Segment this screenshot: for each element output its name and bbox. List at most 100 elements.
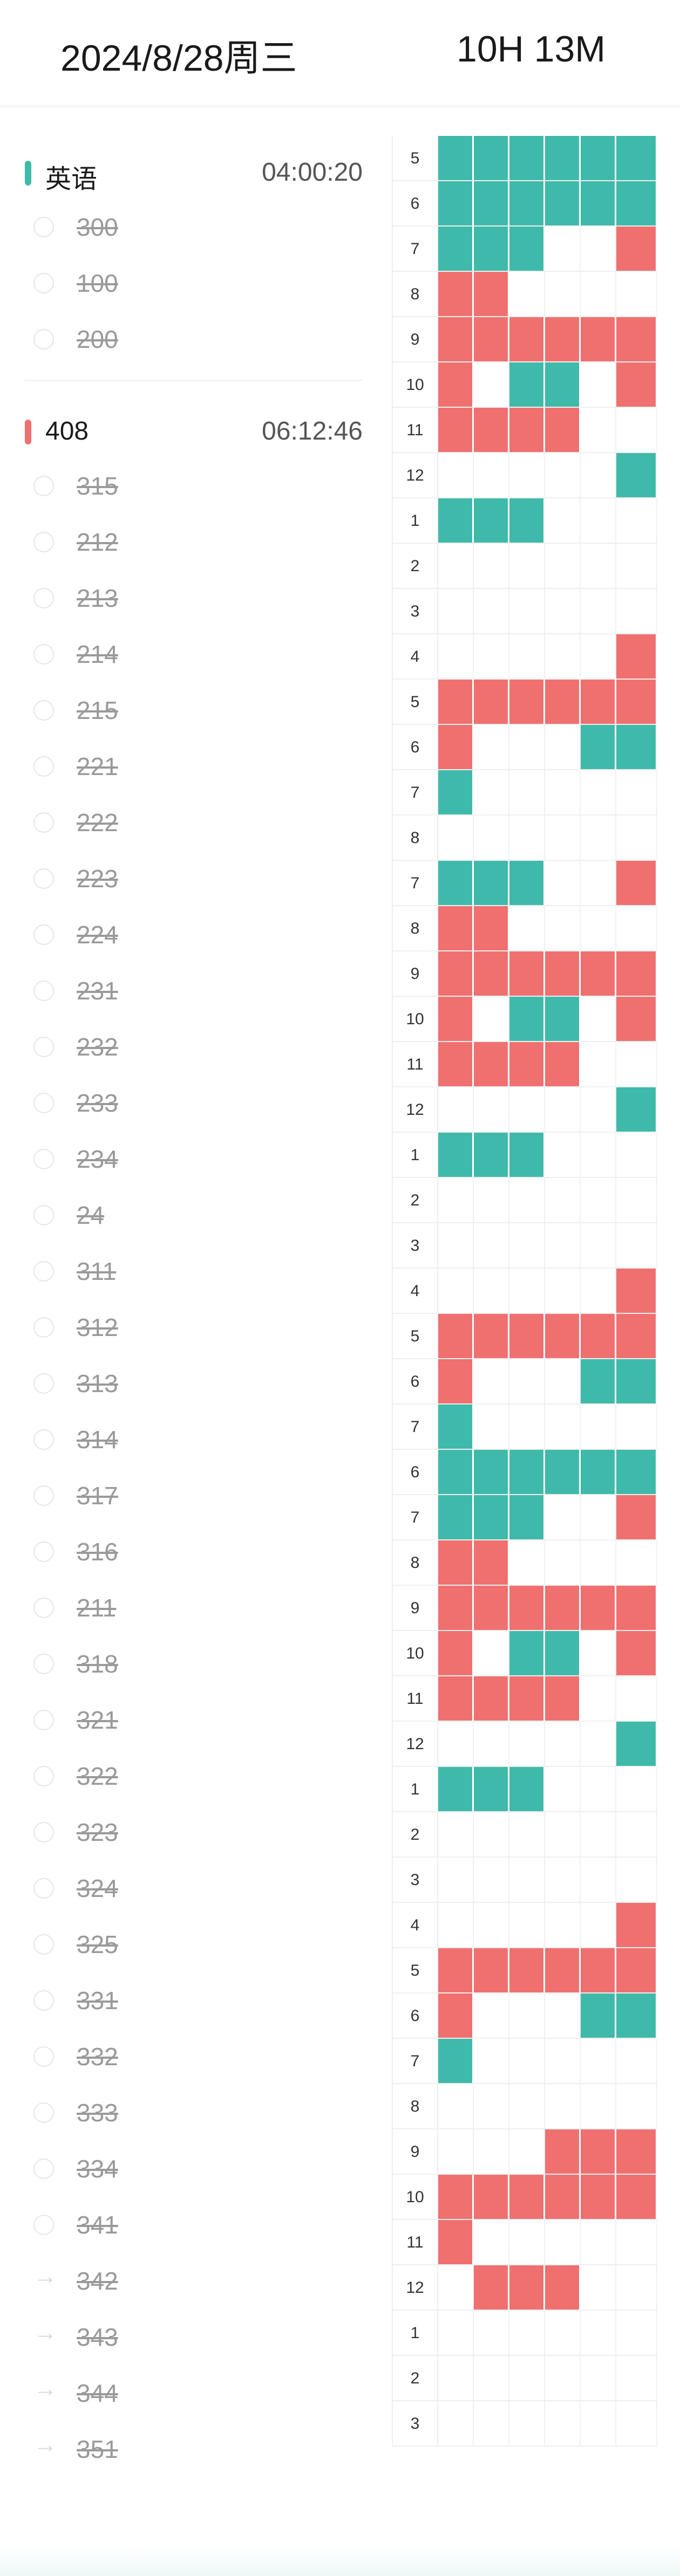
- arrow-right-icon[interactable]: →: [33, 2431, 57, 2458]
- hour-label: 4: [392, 1903, 438, 1948]
- task-item[interactable]: → 344: [33, 2375, 249, 2410]
- checkbox-circle-icon[interactable]: [33, 1766, 54, 1786]
- checkbox-circle-icon[interactable]: [33, 1317, 54, 1338]
- checkbox-circle-icon[interactable]: [33, 1822, 54, 1842]
- task-item[interactable]: 331: [33, 1985, 249, 2017]
- checkbox-circle-icon[interactable]: [33, 2215, 54, 2235]
- task-item[interactable]: 332: [33, 2041, 249, 2073]
- task-item[interactable]: 222: [33, 807, 249, 839]
- task-item[interactable]: 200: [33, 324, 249, 356]
- checkbox-circle-icon[interactable]: [33, 1037, 54, 1057]
- empty-cell: [581, 1269, 616, 1313]
- checkbox-circle-icon[interactable]: [33, 924, 54, 945]
- checkbox-circle-icon[interactable]: [33, 1598, 54, 1618]
- subject-header[interactable]: 408 06:12:46: [25, 414, 363, 447]
- task-item[interactable]: 334: [33, 2153, 249, 2186]
- checkbox-circle-icon[interactable]: [33, 644, 54, 664]
- task-item[interactable]: 231: [33, 975, 249, 1008]
- empty-cell: [438, 453, 474, 497]
- task-item[interactable]: 315: [33, 470, 249, 503]
- task-item[interactable]: 333: [33, 2097, 249, 2129]
- task-item[interactable]: 324: [33, 1873, 249, 1905]
- task-item[interactable]: 213: [33, 583, 249, 615]
- task-label: 333: [77, 2099, 118, 2127]
- task-item[interactable]: 317: [33, 1480, 249, 1512]
- subject408-block: [438, 317, 474, 361]
- date-title[interactable]: 2024/8/28周三: [60, 38, 297, 79]
- empty-cell: [509, 1359, 545, 1403]
- task-item[interactable]: 300: [33, 211, 249, 244]
- subject408-block: [581, 1586, 616, 1630]
- task-item[interactable]: 321: [33, 1704, 249, 1737]
- task-label: 351: [77, 2435, 118, 2463]
- task-item[interactable]: 214: [33, 639, 249, 671]
- checkbox-circle-icon[interactable]: [33, 1429, 54, 1450]
- checkbox-circle-icon[interactable]: [33, 812, 54, 833]
- checkbox-circle-icon[interactable]: [33, 476, 54, 496]
- arrow-right-icon[interactable]: →: [33, 2319, 57, 2346]
- checkbox-circle-icon[interactable]: [33, 1542, 54, 1562]
- hour-label: 6: [392, 1450, 438, 1495]
- checkbox-circle-icon[interactable]: [33, 1878, 54, 1899]
- task-item[interactable]: 232: [33, 1031, 249, 1064]
- checkbox-circle-icon[interactable]: [33, 217, 54, 237]
- timeline-row: 12: [392, 1087, 657, 1133]
- checkbox-circle-icon[interactable]: [33, 273, 54, 293]
- checkbox-circle-icon[interactable]: [33, 2159, 54, 2179]
- task-item[interactable]: 318: [33, 1648, 249, 1681]
- english-block: [438, 1133, 474, 1177]
- task-item[interactable]: 233: [33, 1087, 249, 1120]
- task-item[interactable]: 24: [33, 1200, 249, 1232]
- checkbox-circle-icon[interactable]: [33, 868, 54, 889]
- checkbox-circle-icon[interactable]: [33, 1093, 54, 1113]
- task-item[interactable]: 323: [33, 1817, 249, 1849]
- checkbox-circle-icon[interactable]: [33, 1261, 54, 1282]
- task-item[interactable]: → 343: [33, 2319, 249, 2354]
- checkbox-circle-icon[interactable]: [33, 1934, 54, 1955]
- task-item[interactable]: 211: [33, 1592, 249, 1625]
- task-item[interactable]: 316: [33, 1536, 249, 1568]
- task-item[interactable]: 221: [33, 751, 249, 783]
- checkbox-circle-icon[interactable]: [33, 756, 54, 777]
- checkbox-circle-icon[interactable]: [33, 1990, 54, 2011]
- task-item[interactable]: 325: [33, 1929, 249, 1961]
- task-item[interactable]: 215: [33, 695, 249, 727]
- checkbox-circle-icon[interactable]: [33, 329, 54, 350]
- checkbox-circle-icon[interactable]: [33, 532, 54, 552]
- english-block: [509, 136, 545, 180]
- checkbox-circle-icon[interactable]: [33, 2102, 54, 2123]
- task-item[interactable]: 224: [33, 919, 249, 951]
- task-item[interactable]: 312: [33, 1312, 249, 1344]
- task-item[interactable]: 223: [33, 863, 249, 895]
- task-item[interactable]: → 351: [33, 2431, 249, 2466]
- task-item[interactable]: 212: [33, 526, 249, 559]
- checkbox-circle-icon[interactable]: [33, 700, 54, 721]
- task-item[interactable]: 314: [33, 1424, 249, 1456]
- empty-cell: [438, 1178, 474, 1222]
- arrow-right-icon[interactable]: →: [33, 2375, 57, 2402]
- task-item[interactable]: 234: [33, 1143, 249, 1176]
- arrow-right-icon[interactable]: →: [33, 2263, 57, 2290]
- task-item[interactable]: 100: [33, 268, 249, 300]
- checkbox-circle-icon[interactable]: [33, 1149, 54, 1169]
- checkbox-circle-icon[interactable]: [33, 981, 54, 1001]
- task-item[interactable]: → 342: [33, 2263, 249, 2298]
- task-item[interactable]: 311: [33, 1256, 249, 1288]
- task-item[interactable]: 322: [33, 1760, 249, 1793]
- checkbox-circle-icon[interactable]: [33, 1710, 54, 1730]
- task-label: 331: [77, 1986, 118, 2015]
- empty-cell: [581, 1722, 616, 1766]
- task-item[interactable]: 313: [33, 1368, 249, 1400]
- checkbox-circle-icon[interactable]: [33, 2046, 54, 2067]
- checkbox-circle-icon[interactable]: [33, 1373, 54, 1394]
- checkbox-circle-icon[interactable]: [33, 1485, 54, 1506]
- timeline-row: 10: [392, 1631, 657, 1676]
- empty-cell: [545, 1903, 581, 1947]
- task-item[interactable]: 341: [33, 2209, 249, 2242]
- subject-header[interactable]: 英语 04:00:20: [25, 155, 363, 194]
- subject408-block: [474, 1314, 509, 1358]
- hour-label: 9: [392, 951, 438, 997]
- checkbox-circle-icon[interactable]: [33, 588, 54, 608]
- checkbox-circle-icon[interactable]: [33, 1654, 54, 1674]
- checkbox-circle-icon[interactable]: [33, 1205, 54, 1225]
